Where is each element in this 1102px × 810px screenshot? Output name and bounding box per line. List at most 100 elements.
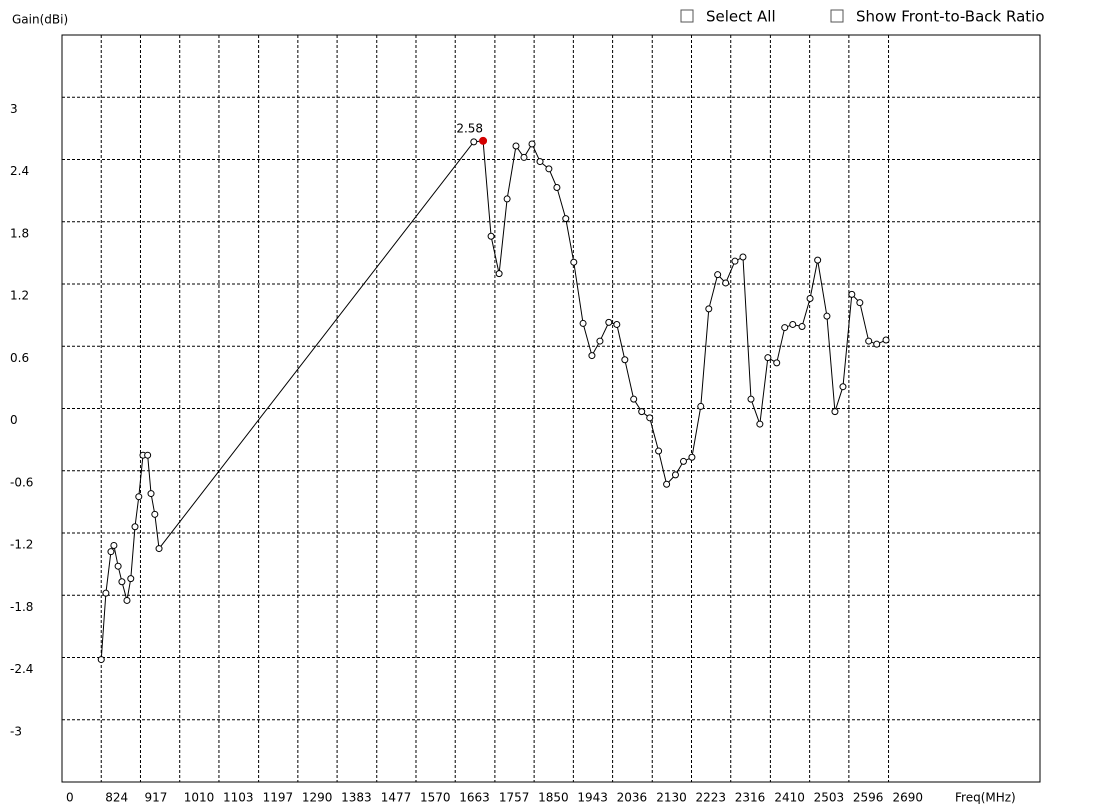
data-point: [123, 596, 131, 604]
data-point: [605, 318, 613, 326]
data-point: [127, 575, 135, 583]
data-point: [553, 184, 561, 192]
data-point: [722, 279, 730, 287]
front-to-back-checkbox[interactable]: Show Front-to-Back Ratio: [830, 8, 1045, 26]
x-tick-label: 2223: [695, 791, 726, 805]
x-tick-label: 1943: [577, 791, 608, 805]
data-point: [831, 408, 839, 416]
checkbox-label[interactable]: Show Front-to-Back Ratio: [856, 8, 1045, 26]
x-tick-label: 1290: [302, 791, 333, 805]
data-point: [764, 354, 772, 362]
data-point: [147, 490, 155, 498]
data-point: [873, 340, 881, 348]
data-point: [705, 305, 713, 313]
data-point: [731, 257, 739, 265]
data-point: [470, 138, 478, 146]
data-point: [679, 457, 687, 465]
y-tick-label: -1.2: [10, 538, 33, 552]
data-point: [503, 195, 511, 203]
data-point: [545, 165, 553, 173]
data-point: [739, 253, 747, 261]
data-point: [798, 323, 806, 331]
data-point: [596, 337, 604, 345]
data-point: [747, 395, 755, 403]
checkbox-box[interactable]: [830, 9, 844, 23]
data-point: [131, 523, 139, 531]
y-tick-label: 1.8: [10, 226, 29, 240]
data-point: [856, 299, 864, 307]
data-point: [579, 319, 587, 327]
data-point: [528, 140, 536, 148]
data-point: [806, 295, 814, 303]
x-tick-label: 1383: [341, 791, 372, 805]
y-tick-label: 0: [10, 413, 18, 427]
y-tick-label: 3: [10, 102, 18, 116]
data-point: [814, 256, 822, 264]
data-point: [848, 290, 856, 298]
data-point: [688, 453, 696, 461]
x-origin-label: 0: [66, 791, 74, 805]
data-point: [102, 589, 110, 597]
data-point: [495, 270, 503, 278]
data-point: [789, 320, 797, 328]
data-point: [865, 337, 873, 345]
data-point: [663, 480, 671, 488]
checkbox-box[interactable]: [680, 9, 694, 23]
x-tick-label: 1103: [223, 791, 254, 805]
data-point: [781, 324, 789, 332]
x-tick-label: 917: [144, 791, 167, 805]
y-tick-label: 2.4: [10, 164, 29, 178]
x-tick-label: 1197: [263, 791, 294, 805]
x-tick-label: 2130: [656, 791, 687, 805]
y-tick-label: -2.4: [10, 662, 33, 676]
checkbox-label[interactable]: Select All: [706, 8, 776, 26]
data-point: [155, 545, 163, 553]
data-point: [588, 352, 596, 360]
x-tick-label: 2503: [814, 791, 845, 805]
x-tick-label: 2690: [893, 791, 924, 805]
data-point: [714, 271, 722, 279]
data-point: [151, 510, 159, 518]
x-tick-label: 2316: [735, 791, 766, 805]
select-all-checkbox[interactable]: Select All: [680, 8, 776, 26]
data-point: [570, 258, 578, 266]
x-tick-label: 1570: [420, 791, 451, 805]
y-tick-label: -0.6: [10, 475, 33, 489]
data-point: [110, 541, 118, 549]
data-point: [756, 420, 764, 428]
data-point: [520, 153, 528, 161]
x-tick-label: 1757: [499, 791, 530, 805]
x-tick-label: 2410: [774, 791, 805, 805]
data-point: [107, 548, 115, 556]
x-tick-label: 1850: [538, 791, 569, 805]
x-tick-label: 2596: [853, 791, 884, 805]
data-point: [613, 320, 621, 328]
x-tick-label: 824: [105, 791, 128, 805]
y-tick-label: 0.6: [10, 351, 29, 365]
data-point: [144, 451, 152, 459]
data-point: [646, 414, 654, 422]
data-point: [487, 232, 495, 240]
data-point: [671, 471, 679, 479]
data-point: [114, 562, 122, 570]
data-point: [512, 142, 520, 150]
x-tick-label: 1663: [459, 791, 490, 805]
data-point: [536, 158, 544, 166]
y-tick-label: -1.8: [10, 600, 33, 614]
y-tick-label: -3: [10, 724, 22, 738]
x-tick-label: 2036: [617, 791, 648, 805]
x-tick-label: 1010: [184, 791, 215, 805]
y-axis-label: Gain(dBi): [12, 13, 68, 27]
x-axis-label: Freq(MHz): [955, 791, 1016, 805]
data-point: [773, 359, 781, 367]
data-point: [621, 356, 629, 364]
data-point: [97, 656, 105, 664]
highlight-label: 2.58: [456, 121, 483, 135]
data-point: [638, 408, 646, 416]
data-point: [118, 578, 126, 586]
y-tick-label: 1.2: [10, 289, 29, 303]
data-point: [562, 215, 570, 223]
data-point: [839, 383, 847, 391]
data-point: [630, 395, 638, 403]
